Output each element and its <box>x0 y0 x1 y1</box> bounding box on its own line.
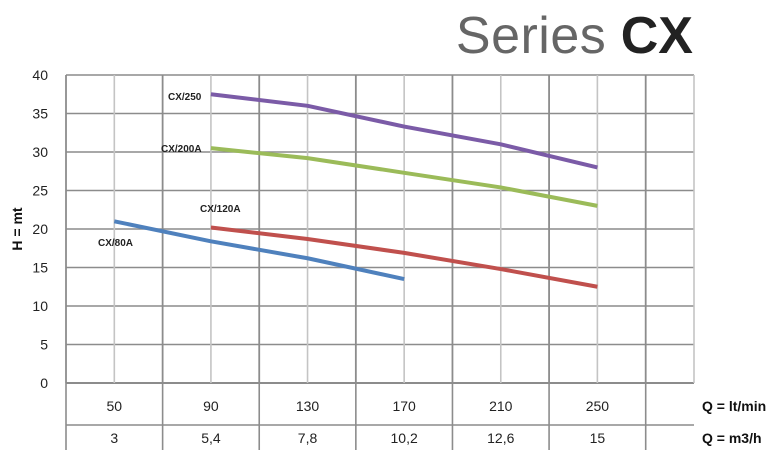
x-tick-label-ltmin: 210 <box>489 398 513 414</box>
title-cx: CX <box>620 7 693 65</box>
y-tick-label: 35 <box>32 106 48 122</box>
y-tick-label: 30 <box>32 144 48 160</box>
y-tick-label: 25 <box>32 183 48 199</box>
chart-title: Series CX <box>456 6 693 66</box>
series-label: CX/80A <box>98 238 133 249</box>
x-tick-label-m3h: 12,6 <box>487 430 514 446</box>
y-axis-label: H = mt <box>9 207 25 251</box>
x-tick-label-ltmin: 130 <box>296 398 320 414</box>
x-axis-label-m3h: Q = m3/h <box>702 430 762 446</box>
x-tick-label-ltmin: 250 <box>586 398 610 414</box>
x-tick-label-m3h: 5,4 <box>201 430 221 446</box>
x-tick-label-m3h: 10,2 <box>391 430 418 446</box>
series-line-cx-250 <box>210 92 598 170</box>
x-tick-label-ltmin: 90 <box>203 398 219 414</box>
x-tick-label-m3h: 15 <box>590 430 606 446</box>
title-series: Series <box>455 7 607 65</box>
series-line-cx-200a <box>210 146 598 208</box>
y-tick-label: 10 <box>32 298 48 314</box>
x-tick-label-ltmin: 170 <box>392 398 416 414</box>
y-tick-label: 0 <box>40 375 48 391</box>
series-line-cx-120a <box>210 225 598 289</box>
series-label: CX/250 <box>168 92 202 103</box>
y-tick-label: 5 <box>40 337 48 353</box>
y-tick-label: 40 <box>32 67 48 83</box>
series-label: CX/120A <box>200 204 241 215</box>
x-tick-label-ltmin: 50 <box>107 398 123 414</box>
x-axis-label-ltmin: Q = lt/min <box>702 398 766 414</box>
y-tick-label: 15 <box>32 260 48 276</box>
series-line-cx-80a <box>113 219 405 282</box>
x-tick-label-m3h: 7,8 <box>298 430 318 446</box>
series-label: CX/200A <box>161 144 202 155</box>
y-tick-label: 20 <box>32 221 48 237</box>
x-tick-label-m3h: 3 <box>110 430 118 446</box>
